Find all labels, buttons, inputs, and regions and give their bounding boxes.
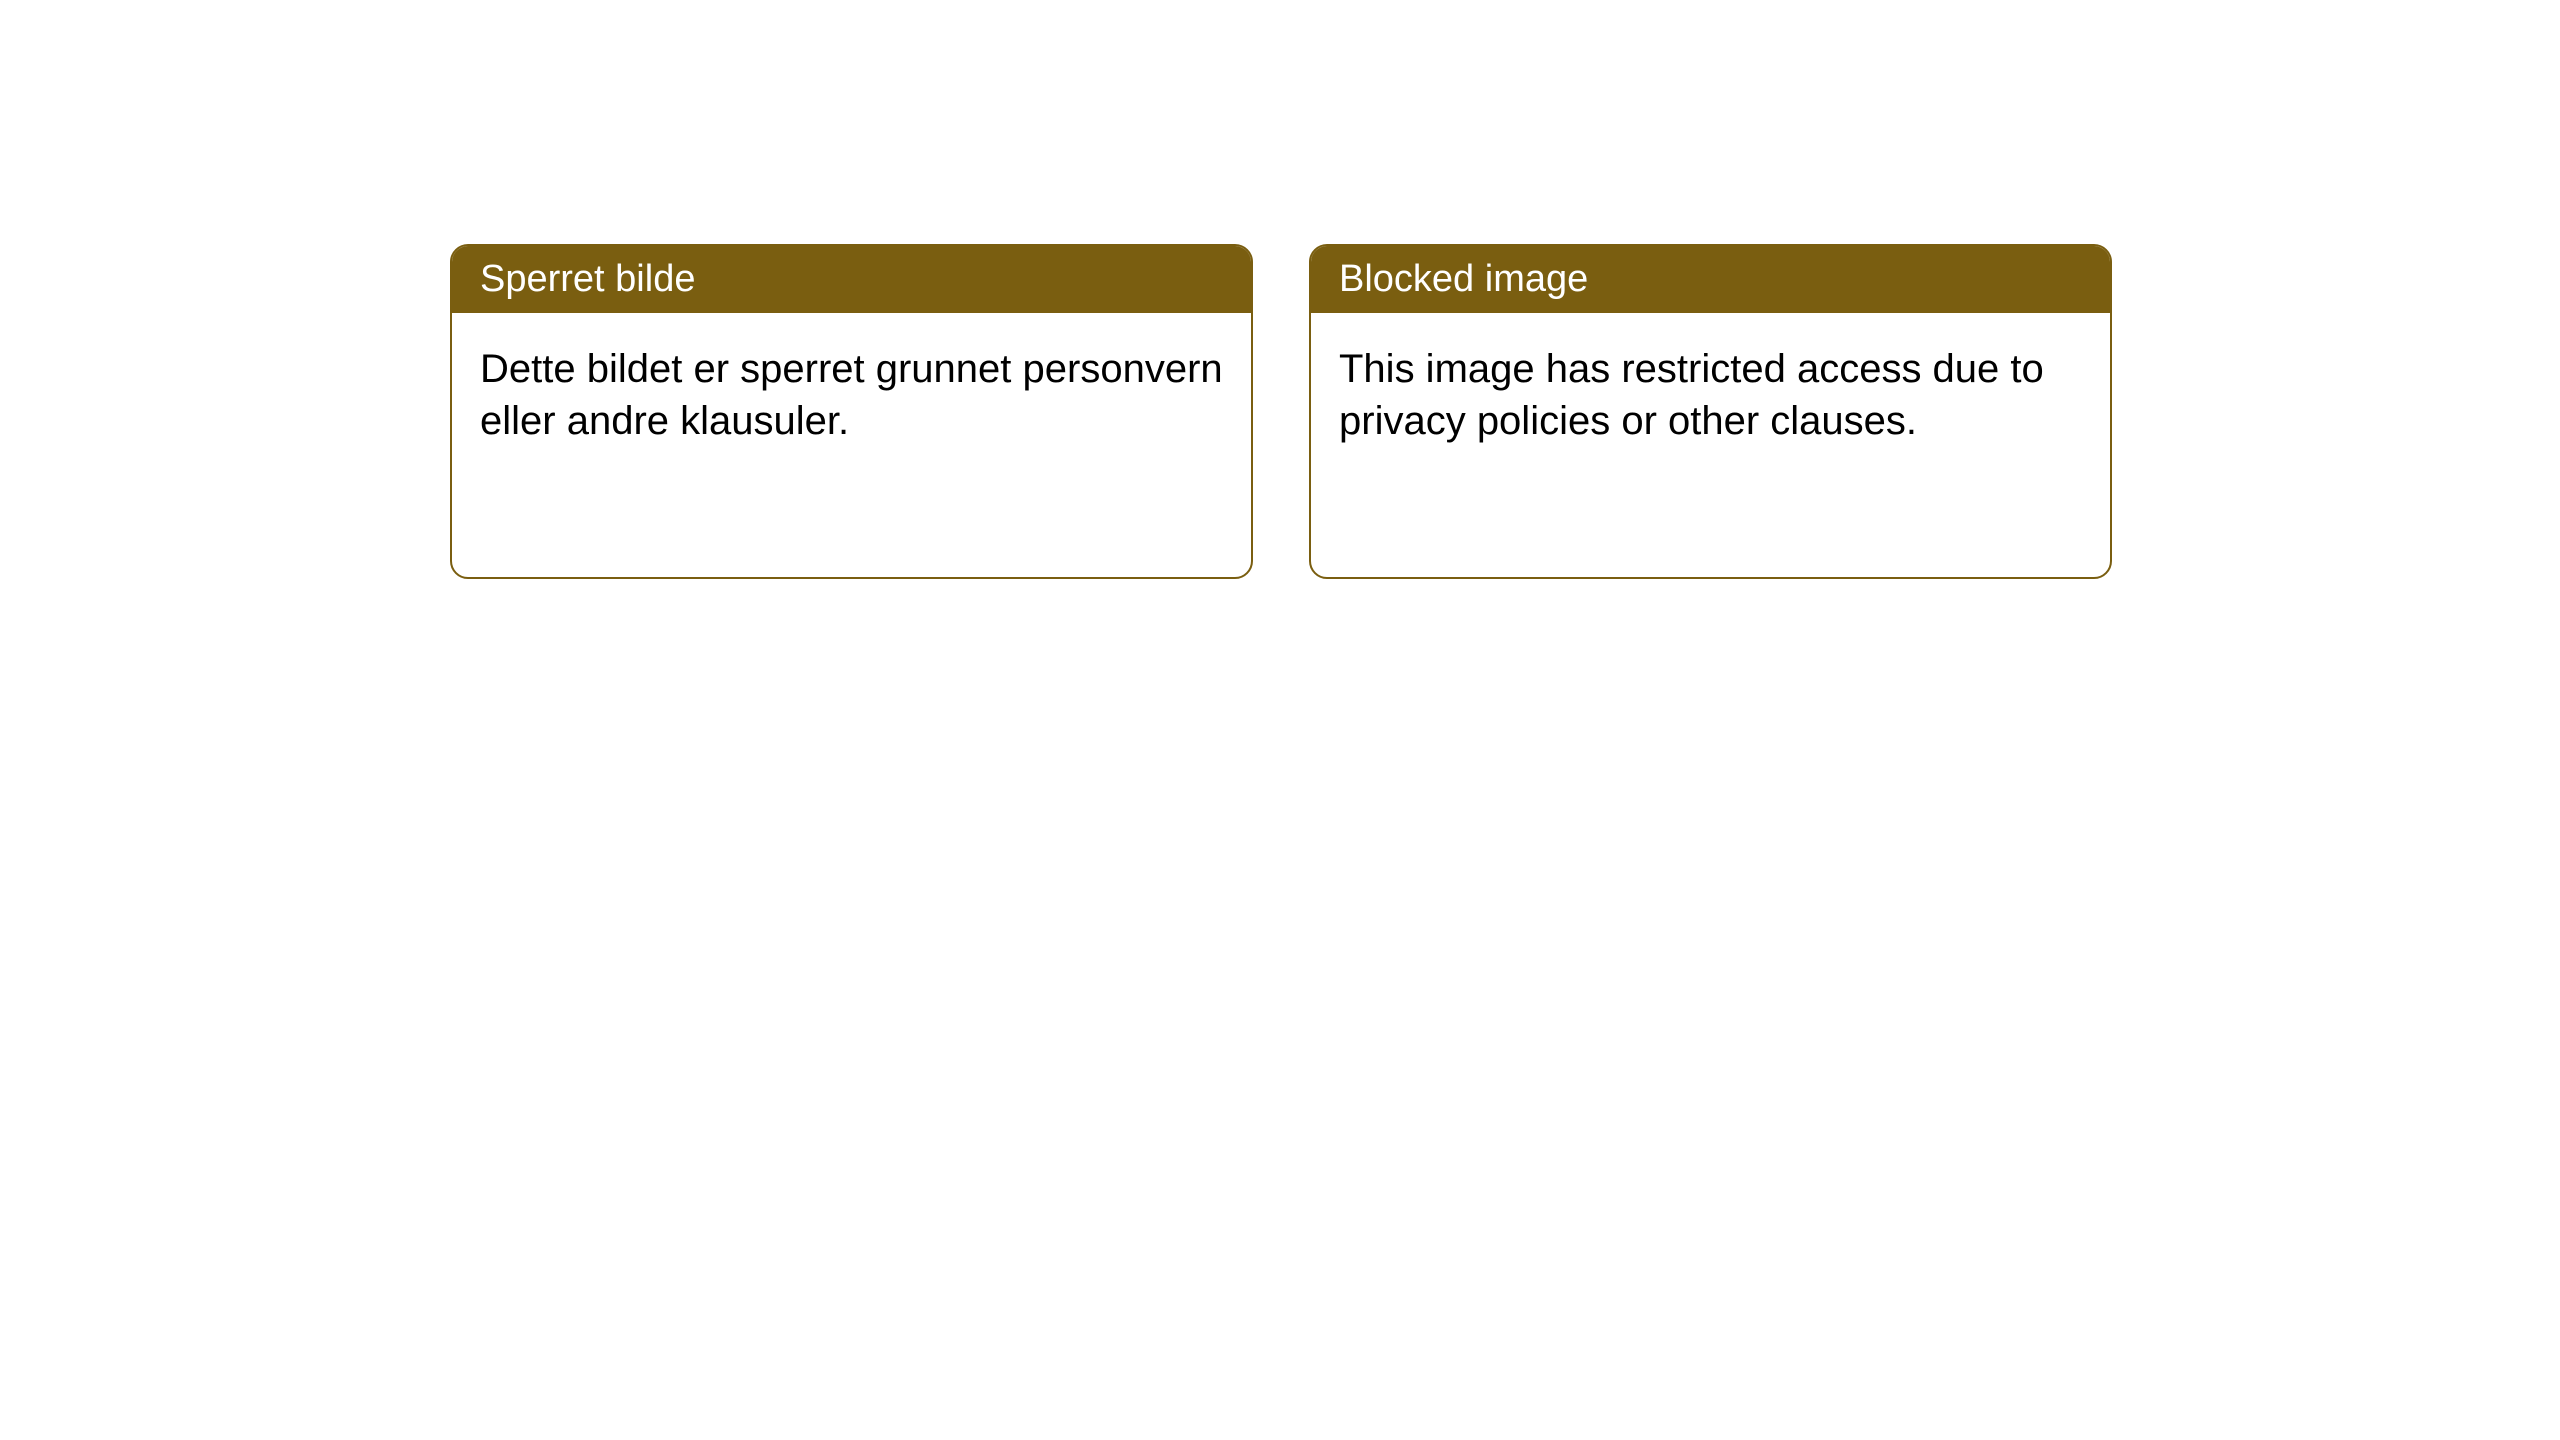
blocked-image-card-norwegian: Sperret bilde Dette bildet er sperret gr… (450, 244, 1253, 579)
card-body-norwegian: Dette bildet er sperret grunnet personve… (452, 313, 1251, 477)
card-title-norwegian: Sperret bilde (452, 246, 1251, 313)
blocked-image-card-english: Blocked image This image has restricted … (1309, 244, 2112, 579)
card-body-english: This image has restricted access due to … (1311, 313, 2110, 477)
blocked-image-notices: Sperret bilde Dette bildet er sperret gr… (450, 244, 2112, 579)
card-title-english: Blocked image (1311, 246, 2110, 313)
